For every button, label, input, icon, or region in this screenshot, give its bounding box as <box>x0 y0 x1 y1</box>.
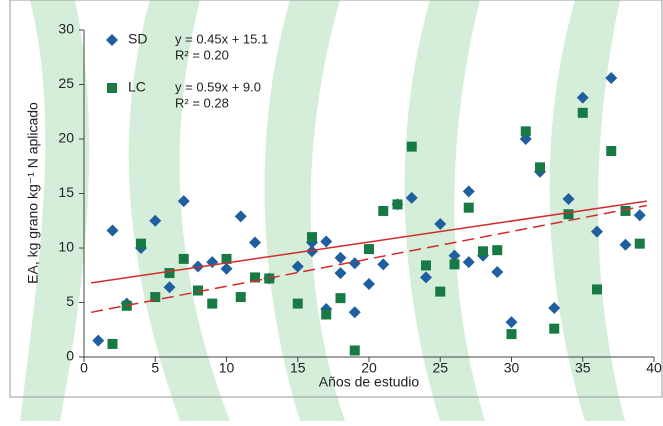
r-squared: R² = 0.28 <box>175 95 229 110</box>
equation: y = 0.45x + 15.1 <box>175 31 268 46</box>
x-axis-label: Años de estudio <box>319 374 420 390</box>
point <box>634 238 645 249</box>
point <box>335 293 346 304</box>
legend-marker <box>106 34 118 46</box>
trend-line <box>90 204 648 314</box>
point <box>619 238 632 251</box>
point <box>306 245 318 258</box>
y-tick-label: 20 <box>58 130 74 146</box>
x-tick-label: 5 <box>151 360 159 376</box>
point <box>576 91 589 104</box>
x-tick-label: 20 <box>361 360 377 376</box>
point <box>492 245 503 256</box>
point <box>363 277 375 290</box>
legend-label: SD <box>128 31 147 47</box>
point <box>606 145 617 156</box>
point <box>378 205 389 216</box>
point <box>349 345 360 356</box>
point <box>406 141 417 152</box>
point <box>563 209 574 220</box>
point <box>491 265 504 278</box>
trend-line <box>91 200 647 284</box>
point <box>348 257 361 270</box>
equation: y = 0.59x + 9.0 <box>175 79 261 94</box>
point <box>92 334 105 347</box>
point <box>107 338 118 349</box>
point <box>106 224 119 237</box>
x-tick-label: 10 <box>219 360 235 376</box>
frame <box>9 0 663 398</box>
point <box>549 323 560 334</box>
point <box>435 286 446 297</box>
y-tick-label: 5 <box>66 293 74 309</box>
point <box>478 246 488 257</box>
legend-marker <box>107 83 117 93</box>
y-tick-label: 0 <box>66 348 74 364</box>
x-tick-label: 40 <box>646 360 662 376</box>
point <box>307 232 317 243</box>
x-tick-label: 35 <box>575 360 591 376</box>
point <box>292 298 303 309</box>
point <box>535 162 545 173</box>
point <box>348 306 361 319</box>
point <box>150 292 161 303</box>
point <box>505 316 518 329</box>
x-tick-label: 0 <box>80 360 88 376</box>
point <box>392 199 403 210</box>
point <box>136 238 146 249</box>
point <box>334 267 347 280</box>
y-axis-label: EA, kg grano kg⁻¹ N aplicado <box>25 102 41 284</box>
point <box>164 268 175 279</box>
point <box>235 292 246 303</box>
point <box>249 236 261 249</box>
point <box>178 253 189 264</box>
point <box>320 235 333 248</box>
point <box>448 249 461 262</box>
point <box>562 192 575 205</box>
point <box>462 256 475 269</box>
point <box>506 329 517 340</box>
point <box>220 262 233 275</box>
point <box>591 225 603 238</box>
legend-label: LC <box>128 79 146 95</box>
point <box>548 301 561 314</box>
point <box>421 260 431 271</box>
point <box>420 271 432 284</box>
point <box>364 244 374 255</box>
point <box>462 185 475 198</box>
point <box>291 260 304 273</box>
point <box>449 259 460 270</box>
point <box>620 205 631 216</box>
y-tick-label: 25 <box>58 75 74 91</box>
point <box>334 251 347 264</box>
point <box>405 191 418 204</box>
x-tick-label: 30 <box>504 360 520 376</box>
background-stripes <box>20 0 625 421</box>
point <box>250 272 260 283</box>
point <box>193 285 203 296</box>
point <box>577 107 588 118</box>
point <box>605 71 618 84</box>
point <box>234 210 247 223</box>
point <box>207 298 218 309</box>
x-tick-label: 25 <box>432 360 448 376</box>
point <box>592 284 602 295</box>
point <box>321 309 332 320</box>
point <box>221 253 232 264</box>
point <box>149 214 162 227</box>
point <box>463 202 474 213</box>
point <box>163 281 176 294</box>
point <box>377 258 390 271</box>
y-tick-label: 30 <box>58 21 74 37</box>
point <box>520 126 531 137</box>
y-tick-label: 10 <box>58 239 74 255</box>
x-tick-label: 15 <box>290 360 306 376</box>
point <box>177 195 190 208</box>
point <box>633 209 646 222</box>
y-tick-label: 15 <box>58 184 74 200</box>
r-squared: R² = 0.20 <box>175 47 229 62</box>
point <box>434 218 447 231</box>
